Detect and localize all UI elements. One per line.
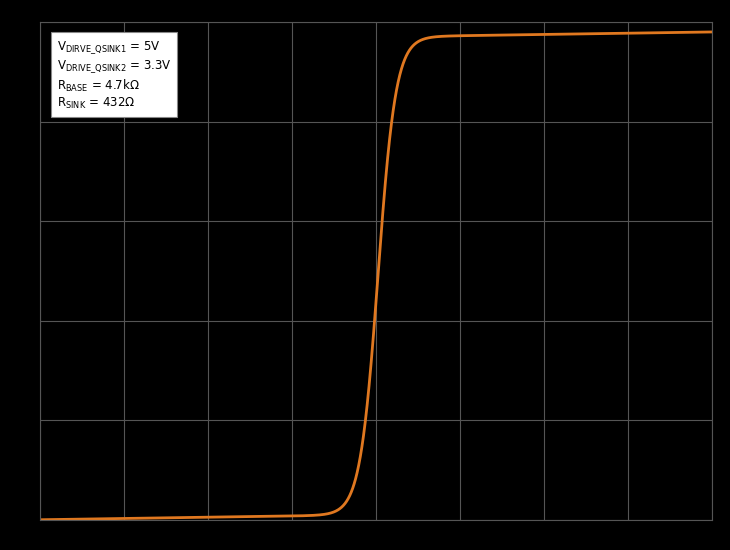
- Text: $\mathregular{V_{DIRVE\_QSINK1}}$ = 5V
$\mathregular{V_{DRIVE\_QSINK2}}$ = 3.3V
: $\mathregular{V_{DIRVE\_QSINK1}}$ = 5V $…: [57, 40, 172, 111]
